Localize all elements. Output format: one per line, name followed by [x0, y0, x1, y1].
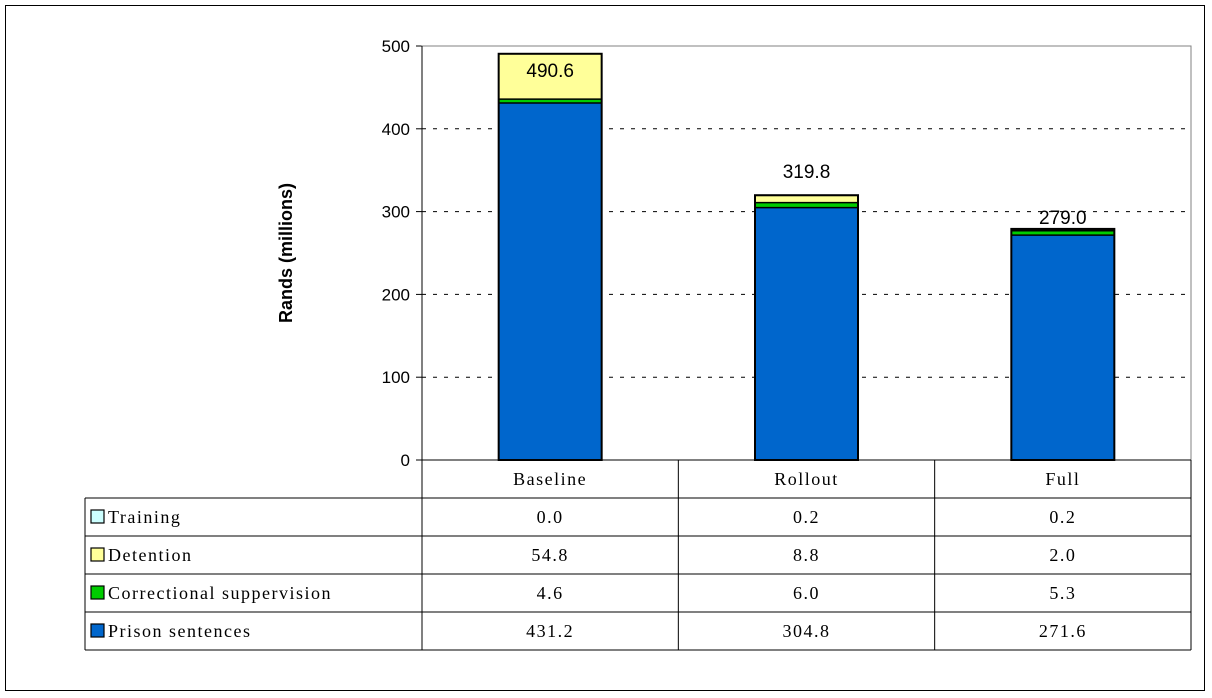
total-label: 279.0	[1039, 208, 1087, 229]
bar-segment	[755, 207, 858, 460]
table-cell: 5.3	[1049, 583, 1076, 603]
bar-segment	[755, 195, 858, 203]
bar-segment	[1011, 230, 1115, 236]
bar-segment	[1011, 235, 1115, 460]
bar-segment	[498, 102, 602, 460]
table-cell: 0.0	[537, 507, 564, 527]
chart-frame	[5, 5, 1205, 691]
legend-swatch	[90, 547, 105, 562]
legend-label: Correctional suppervision	[108, 583, 332, 603]
legend-label: Training	[108, 507, 181, 527]
bar-segment	[498, 53, 602, 100]
table-cell: 4.6	[537, 583, 564, 603]
y-tick-label: 300	[382, 203, 410, 222]
legend-swatch	[90, 623, 105, 638]
y-tick-label: 400	[382, 120, 410, 139]
y-tick-label: 100	[382, 368, 410, 387]
y-tick-label: 0	[401, 451, 410, 470]
bar-segment	[498, 99, 602, 103]
legend-swatch	[90, 585, 105, 600]
table-cell: 0.2	[793, 507, 820, 527]
total-label: 319.8	[783, 162, 831, 183]
legend-label: Prison sentences	[108, 621, 251, 641]
table-cell: 2.0	[1049, 545, 1076, 565]
table-header-baseline: Baseline	[513, 469, 587, 489]
total-label: 490.6	[526, 61, 574, 82]
table-cell: 431.2	[526, 621, 574, 641]
table-header-rollout: Rollout	[774, 469, 839, 489]
table-cell: 6.0	[793, 583, 820, 603]
table-cell: 271.6	[1039, 621, 1087, 641]
y-tick-label: 200	[382, 285, 410, 304]
table-cell: 54.8	[531, 545, 569, 565]
bar-segment	[755, 202, 858, 208]
table-header-full: Full	[1045, 469, 1080, 489]
legend-swatch	[90, 509, 105, 524]
table-cell: 0.2	[1049, 507, 1076, 527]
table-cell: 304.8	[783, 621, 831, 641]
y-axis-label: Rands (millions)	[276, 183, 296, 323]
table-cell: 8.8	[793, 545, 820, 565]
legend-label: Detention	[108, 545, 192, 565]
y-tick-label: 500	[382, 37, 410, 56]
